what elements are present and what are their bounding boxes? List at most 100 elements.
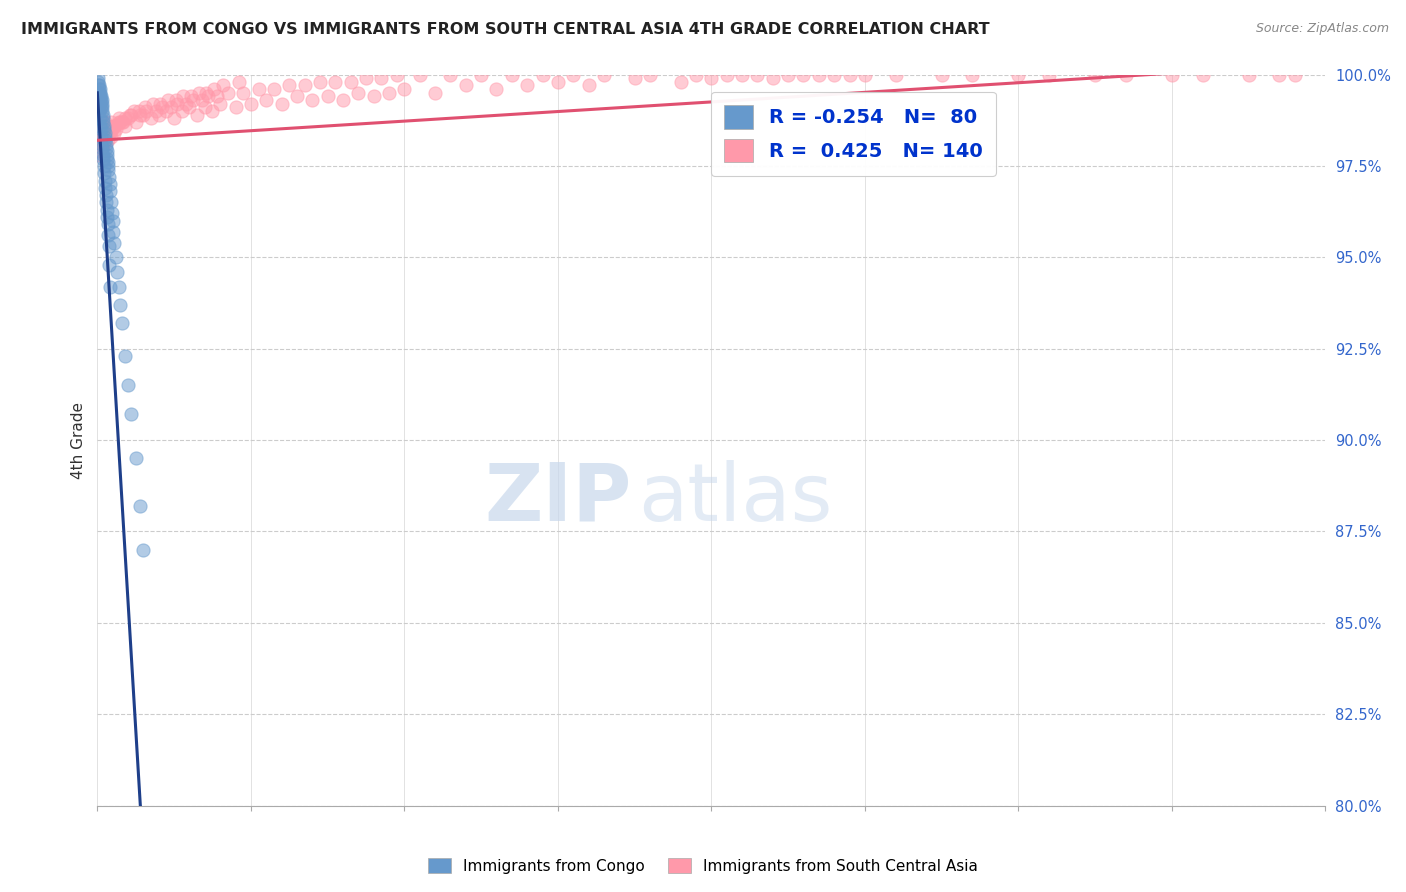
Point: [93, 173, 115, 187]
Point: [114, 119, 136, 133]
Point: [97, 169, 120, 184]
Point: [87, 96, 110, 111]
Point: [89, 96, 111, 111]
Y-axis label: 4th Grade: 4th Grade: [72, 401, 86, 478]
Point: [117, 378, 139, 392]
Point: [439, 68, 461, 82]
Point: [94, 119, 117, 133]
Point: [87, 93, 110, 107]
Point: [91, 152, 114, 166]
Point: [239, 96, 262, 111]
Point: [114, 349, 136, 363]
Point: [91, 129, 114, 144]
Point: [623, 71, 645, 86]
Point: [962, 68, 984, 82]
Point: [501, 68, 523, 82]
Point: [179, 100, 201, 114]
Point: [93, 122, 115, 136]
Point: [762, 71, 785, 86]
Point: [180, 89, 202, 103]
Point: [94, 181, 117, 195]
Point: [90, 100, 112, 114]
Point: [94, 136, 117, 151]
Point: [89, 133, 111, 147]
Text: IMMIGRANTS FROM CONGO VS IMMIGRANTS FROM SOUTH CENTRAL ASIA 4TH GRADE CORRELATIO: IMMIGRANTS FROM CONGO VS IMMIGRANTS FROM…: [21, 22, 990, 37]
Point: [87, 78, 110, 93]
Point: [700, 71, 723, 86]
Point: [90, 122, 112, 136]
Point: [104, 122, 127, 136]
Point: [181, 93, 204, 107]
Point: [91, 93, 114, 107]
Point: [1038, 68, 1060, 82]
Point: [186, 108, 208, 122]
Point: [103, 119, 125, 133]
Point: [97, 218, 120, 232]
Point: [1007, 68, 1029, 82]
Point: [150, 100, 173, 114]
Point: [370, 71, 392, 86]
Point: [778, 68, 800, 82]
Point: [1268, 68, 1291, 82]
Point: [97, 228, 120, 243]
Point: [87, 78, 110, 93]
Point: [197, 89, 219, 103]
Point: [638, 68, 661, 82]
Point: [205, 89, 228, 103]
Point: [394, 82, 416, 96]
Point: [101, 206, 124, 220]
Point: [423, 86, 446, 100]
Point: [884, 68, 907, 82]
Point: [97, 155, 120, 169]
Point: [163, 112, 186, 126]
Point: [323, 75, 346, 89]
Point: [89, 86, 111, 100]
Point: [120, 408, 142, 422]
Point: [485, 82, 508, 96]
Point: [91, 140, 114, 154]
Point: [547, 75, 569, 89]
Point: [194, 100, 217, 114]
Point: [94, 188, 117, 202]
Point: [217, 86, 239, 100]
Point: [176, 96, 198, 111]
Point: [103, 126, 125, 140]
Point: [339, 75, 361, 89]
Point: [139, 112, 162, 126]
Point: [111, 316, 134, 330]
Point: [165, 93, 187, 107]
Point: [108, 279, 131, 293]
Point: [94, 195, 117, 210]
Point: [278, 78, 301, 93]
Point: [90, 140, 112, 154]
Point: [96, 202, 118, 217]
Point: [93, 119, 115, 133]
Point: [91, 100, 114, 114]
Point: [731, 68, 754, 82]
Point: [98, 258, 121, 272]
Point: [100, 195, 122, 210]
Point: [129, 499, 152, 513]
Point: [89, 112, 111, 126]
Point: [363, 89, 385, 103]
Point: [190, 93, 212, 107]
Point: [931, 68, 953, 82]
Point: [103, 225, 125, 239]
Point: [669, 75, 692, 89]
Point: [89, 89, 111, 103]
Point: [96, 140, 118, 154]
Point: [114, 112, 136, 126]
Point: [122, 104, 145, 119]
Point: [285, 89, 308, 103]
Point: [747, 68, 769, 82]
Point: [225, 100, 247, 114]
Point: [853, 68, 876, 82]
Point: [166, 96, 188, 111]
Point: [87, 86, 110, 100]
Point: [110, 298, 132, 312]
Point: [87, 89, 110, 103]
Point: [87, 86, 110, 100]
Point: [172, 89, 194, 103]
Point: [98, 177, 121, 191]
Point: [104, 119, 127, 133]
